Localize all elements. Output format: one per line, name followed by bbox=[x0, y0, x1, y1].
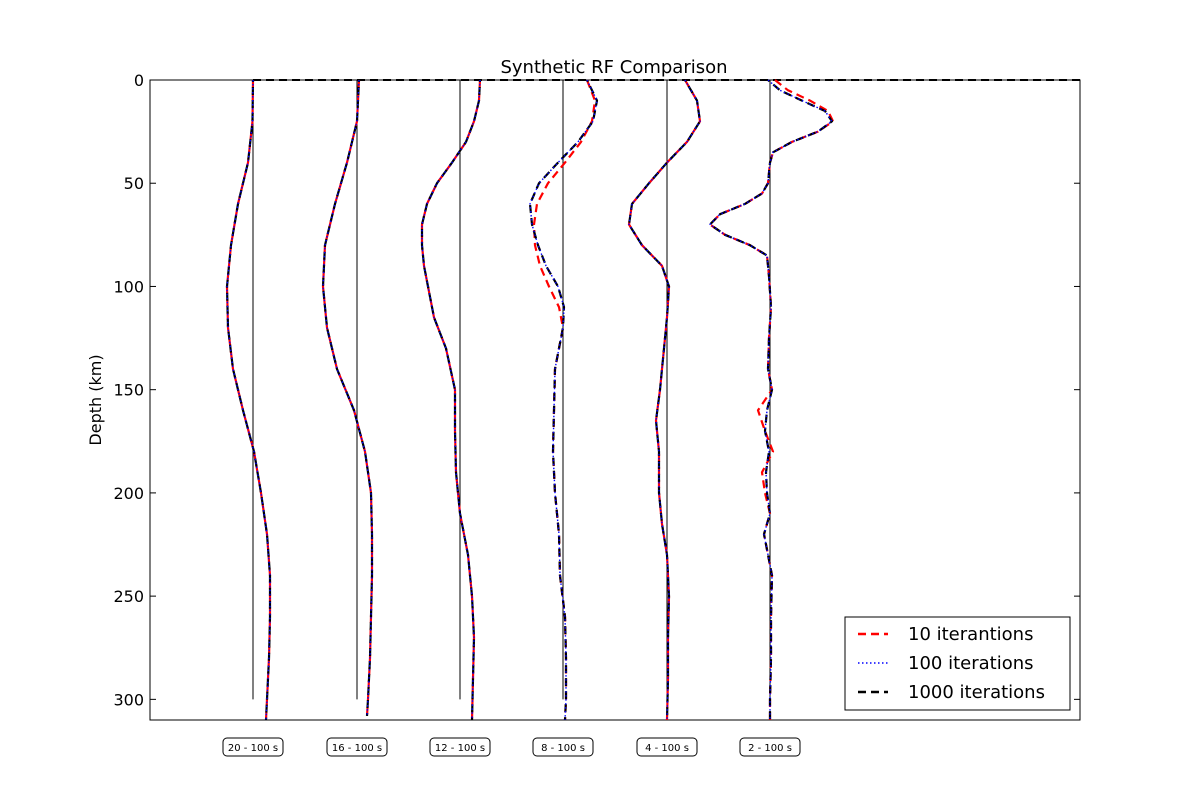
trace-label-box bbox=[222, 737, 284, 757]
y-tick-label: 200 bbox=[113, 484, 144, 503]
trace-period-label: 20 - 100 s bbox=[222, 737, 284, 757]
y-axis-label: Depth (km) bbox=[86, 354, 105, 445]
trace-label-text: 4 - 100 s bbox=[645, 743, 689, 754]
legend-entry: 1000 iterations bbox=[908, 682, 1045, 703]
trace-label-box bbox=[429, 737, 491, 757]
trace-label-text: 2 - 100 s bbox=[748, 743, 792, 754]
trace-label-box bbox=[532, 737, 594, 757]
y-tick-label: 100 bbox=[113, 277, 144, 296]
y-tick-label: 300 bbox=[113, 690, 144, 709]
trace-label-box bbox=[326, 737, 388, 757]
series-100-iterations-line bbox=[421, 79, 481, 721]
trace-label-text: 8 - 100 s bbox=[541, 743, 585, 754]
series-100-iterations-line bbox=[322, 79, 373, 716]
series-10-iterations-line bbox=[627, 79, 702, 721]
trace-label-text: 12 - 100 s bbox=[435, 743, 485, 754]
trace-label-text: 16 - 100 s bbox=[332, 743, 382, 754]
trace-period-label: 2 - 100 s bbox=[739, 737, 801, 757]
rf-trace bbox=[225, 79, 272, 721]
rf-trace bbox=[708, 79, 835, 720]
trace-period-label: 12 - 100 s bbox=[429, 737, 491, 757]
chart-title: Synthetic RF Comparison bbox=[500, 57, 727, 78]
y-tick-label: 150 bbox=[113, 381, 144, 400]
series-100-iterations-line bbox=[529, 79, 598, 721]
y-tick-label: 50 bbox=[124, 174, 144, 193]
y-tick-label: 250 bbox=[113, 587, 144, 606]
legend-entry: 100 iterations bbox=[908, 653, 1034, 674]
legend-entry: 10 iterantions bbox=[908, 624, 1033, 645]
trace-label-box bbox=[739, 737, 801, 757]
rf-trace bbox=[528, 79, 599, 721]
plot-frame bbox=[149, 79, 1081, 721]
trace-period-label: 16 - 100 s bbox=[326, 737, 388, 757]
trace-period-label: 8 - 100 s bbox=[532, 737, 594, 757]
series-100-iterations-line bbox=[628, 79, 701, 721]
legend: 10 iterantions 100 iterations 1000 iterati… bbox=[844, 616, 1071, 711]
trace-label-box bbox=[636, 737, 698, 757]
rf-trace bbox=[420, 79, 482, 721]
plot-area: 0 50 100 150 200 250 300 20 - 100 s 16 - 100 s 12… bbox=[113, 71, 1081, 757]
series-100-iterations-line bbox=[709, 79, 833, 720]
rf-trace bbox=[321, 79, 374, 716]
trace-label-text: 20 - 100 s bbox=[228, 743, 278, 754]
trace-period-label: 4 - 100 s bbox=[636, 737, 698, 757]
rf-trace bbox=[627, 79, 702, 721]
series-100-iterations-line bbox=[226, 79, 271, 721]
y-tick-label: 0 bbox=[134, 71, 144, 90]
